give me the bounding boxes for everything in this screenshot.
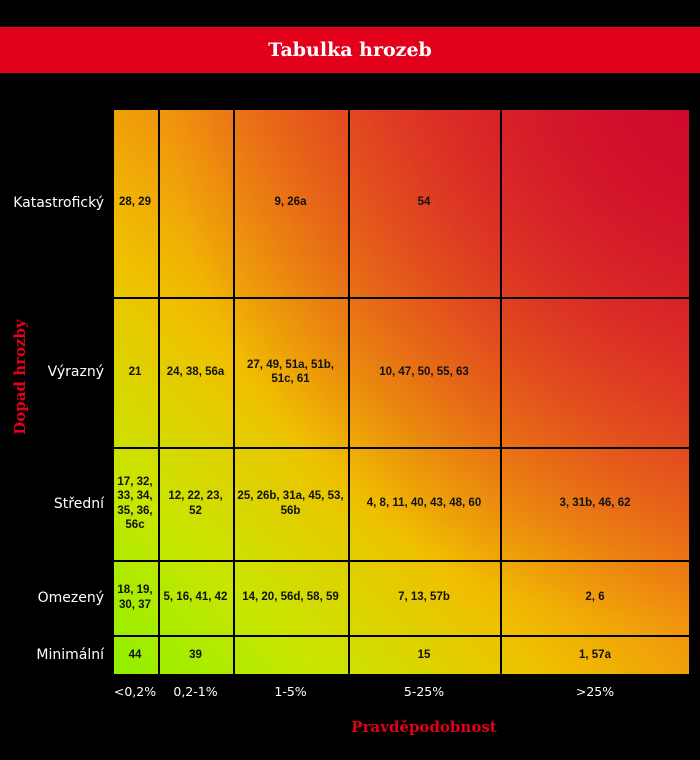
heatmap-cell: 17, 32, 33, 34, 35, 36, 56c (117, 475, 153, 531)
heatmap-cell: 4, 8, 11, 40, 43, 48, 60 (366, 497, 482, 510)
y-tick-label: Střední (53, 495, 104, 512)
heatmap-cell: 9, 26a (274, 196, 307, 209)
grid-line-vertical (500, 108, 502, 675)
heatmap-grid: 28, 29 9, 26a 54 21 24, 38, 56a 27, 49, 51a, … (112, 108, 690, 675)
heatmap-cell: 7, 13, 57b (398, 591, 450, 604)
grid-line-vertical (348, 108, 350, 675)
grid-line-vertical (688, 108, 690, 675)
heatmap-cell (233, 635, 348, 675)
heatmap-cell: 28, 29 (119, 196, 151, 209)
y-axis-title: Dopad hrozby (11, 319, 29, 435)
x-tick-label: 0,2-1% (173, 684, 218, 699)
chart-title: Tabulka hrozeb (268, 39, 432, 61)
y-tick-label: Minimální (36, 647, 104, 663)
grid-line-horizontal (112, 560, 690, 562)
grid-line-horizontal (112, 635, 690, 637)
grid-line-horizontal (112, 297, 690, 299)
grid-line-horizontal (112, 447, 690, 449)
heatmap-cell: 12, 22, 23, 52 (168, 490, 223, 517)
x-tick-label: >25% (575, 684, 615, 699)
heatmap-cell (500, 108, 690, 297)
heatmap-cell: 39 (189, 648, 202, 661)
grid-line-vertical (233, 108, 235, 675)
heatmap-cell: 21 (128, 365, 142, 378)
heatmap-cell: 25, 26b, 31a, 45, 53, 56b (237, 490, 344, 517)
heatmap-cell (500, 297, 690, 447)
heatmap-cell: 1, 57a (579, 648, 611, 661)
heatmap-cell: 14, 20, 56d, 58, 59 (242, 591, 339, 604)
grid-line-vertical (112, 108, 114, 675)
title-bar: Tabulka hrozeb (0, 27, 700, 73)
heatmap-cell: 24, 38, 56a (166, 365, 225, 378)
x-axis-title: Pravděpodobnost (351, 718, 497, 736)
x-tick-label: <0,2% (113, 684, 157, 699)
x-tick-label: 1-5% (274, 684, 307, 699)
y-tick-label: Výrazný (47, 364, 104, 380)
y-tick-label: Katastrofický (13, 194, 104, 211)
grid-line-horizontal (112, 108, 690, 110)
heatmap-cell: 5, 16, 41, 42 (163, 591, 228, 604)
grid-line-horizontal (112, 673, 690, 675)
heatmap-cell: 3, 31b, 46, 62 (559, 497, 631, 510)
heatmap-cell (158, 108, 233, 297)
heatmap-cell: 44 (128, 648, 142, 661)
y-tick-label: Omezený (37, 589, 104, 606)
x-tick-label: 5-25% (403, 684, 445, 699)
heatmap-cell: 27, 49, 51a, 51b, 51c, 61 (247, 358, 334, 385)
grid-line-vertical (158, 108, 160, 675)
heatmap-cell: 2, 6 (585, 591, 605, 604)
heatmap-cell: 10, 47, 50, 55, 63 (379, 365, 469, 378)
heatmap-cell: 15 (417, 648, 431, 661)
heatmap-cell: 54 (417, 196, 431, 209)
heatmap-cell: 18, 19, 30, 37 (117, 584, 153, 611)
